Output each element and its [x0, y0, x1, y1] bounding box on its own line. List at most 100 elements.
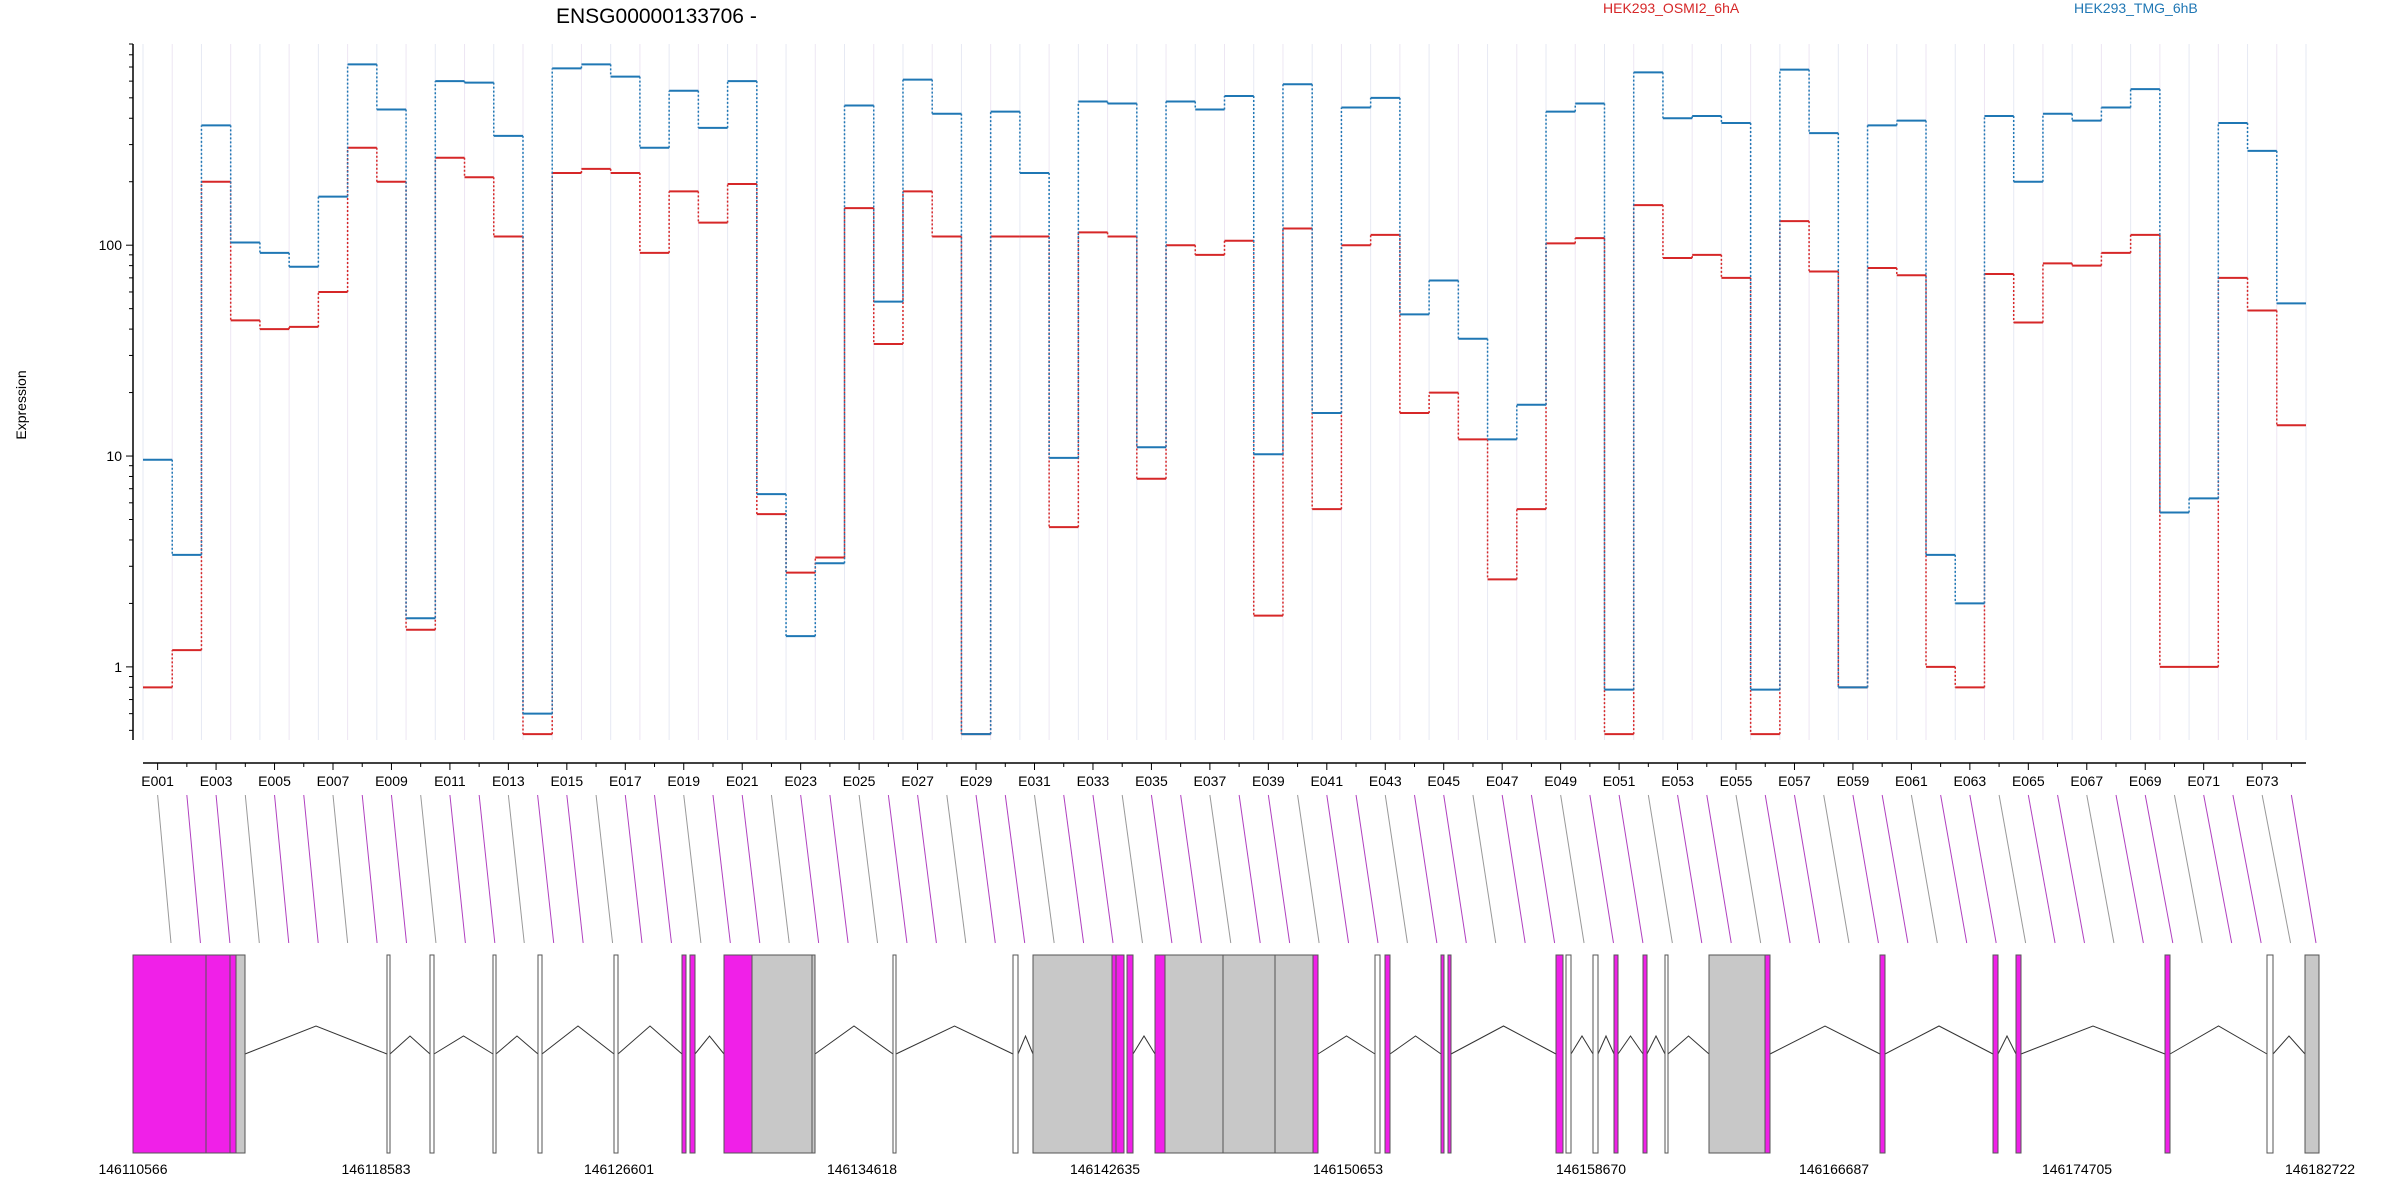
exon-connector	[1910, 794, 1938, 944]
intron-line	[495, 1035, 539, 1055]
exon-connector	[2173, 794, 2203, 944]
exon-connector	[1443, 794, 1467, 944]
exon-block	[229, 954, 237, 1154]
exon-connector	[1998, 794, 2027, 944]
exon-connector	[507, 794, 525, 944]
exon-connector	[829, 794, 849, 944]
exon-block	[723, 954, 753, 1154]
intron-line	[1317, 1035, 1376, 1055]
genomic-tick-label: 146150653	[1313, 1161, 1383, 1177]
exon-block	[1708, 954, 1766, 1154]
x-tick-label: E035	[1135, 773, 1168, 789]
x-tick-label: E059	[1837, 773, 1870, 789]
exon-block	[492, 954, 497, 1154]
x-tick-label: E053	[1661, 773, 1694, 789]
exon-block	[429, 954, 435, 1154]
intron-line	[2020, 1025, 2166, 1055]
intron-line	[1597, 1034, 1615, 1055]
exon-block	[1592, 954, 1599, 1154]
x-tick-label: E005	[258, 773, 291, 789]
exon-connector	[1034, 794, 1055, 944]
exon-connector	[1589, 794, 1614, 944]
genomic-tick-label: 146182722	[2285, 1161, 2355, 1177]
exon-connector	[946, 794, 967, 944]
exon-connector	[741, 794, 761, 944]
exon-block	[1642, 954, 1648, 1154]
exon-block	[681, 954, 687, 1154]
exon-connector	[1384, 794, 1408, 944]
exon-connector	[858, 794, 879, 944]
x-tick-label: E015	[550, 773, 583, 789]
y-tick-label: 10	[106, 448, 122, 464]
intron-line	[1017, 1034, 1034, 1055]
genomic-tick-label: 146118583	[341, 1161, 410, 1177]
x-tick-label: E027	[901, 773, 934, 789]
intron-line	[814, 1025, 894, 1055]
genomic-axis: 146110566 146118583 146126601 146134618 1461…	[98, 1161, 2355, 1177]
exon-block	[1992, 954, 1999, 1154]
exon-connector	[2290, 794, 2317, 944]
genomic-tick-label: 146134618	[827, 1161, 897, 1177]
exon-block	[205, 954, 231, 1154]
x-tick-label: E071	[2187, 773, 2220, 789]
x-tick-label: E069	[2129, 773, 2162, 789]
x-tick-label: E037	[1194, 773, 1227, 789]
intron-line	[1769, 1025, 1881, 1055]
x-tick-label: E061	[1895, 773, 1928, 789]
intron-line	[617, 1025, 683, 1055]
exon-connector	[1472, 794, 1497, 944]
genomic-tick-label: 146166687	[1799, 1161, 1869, 1177]
series-lines	[143, 63, 2306, 736]
x-tick-label: E043	[1369, 773, 1402, 789]
exon-connector	[2232, 794, 2262, 944]
exon-connector	[683, 794, 702, 944]
x-tick-label: E055	[1720, 773, 1753, 789]
x-tick-label: E025	[843, 773, 876, 789]
exon-block	[537, 954, 543, 1154]
exon-block	[1879, 954, 1886, 1154]
x-tick-label: E013	[492, 773, 525, 789]
exon-connector	[975, 794, 996, 944]
exon-connector	[2027, 794, 2056, 944]
exon-connector	[917, 794, 937, 944]
exon-connector	[800, 794, 820, 944]
exon-connector	[1677, 794, 1703, 944]
exon-block	[689, 954, 696, 1154]
exon-connector	[390, 794, 408, 944]
intron-line	[1450, 1025, 1557, 1055]
x-tick-label: E073	[2246, 773, 2279, 789]
exon-connector	[1969, 794, 1997, 944]
exon-block	[1440, 954, 1445, 1154]
exon-connector	[2115, 794, 2144, 944]
x-tick-label: E033	[1077, 773, 1110, 789]
exon-connector	[624, 794, 643, 944]
exon-connector	[1735, 794, 1762, 944]
exon-block	[1447, 954, 1452, 1154]
exon-connector	[1355, 794, 1379, 944]
exon-block	[811, 954, 816, 1154]
exon-connector	[2203, 794, 2233, 944]
exon-connector	[1238, 794, 1261, 944]
exon-connector	[332, 794, 349, 944]
exon-connector	[1852, 794, 1879, 944]
exon-connector	[2057, 794, 2085, 944]
exon-block	[1222, 954, 1276, 1154]
exon-connector	[1092, 794, 1114, 944]
exon-connector	[2086, 794, 2115, 944]
genomic-tick-label: 146110566	[98, 1161, 167, 1177]
x-tick-label: E039	[1252, 773, 1285, 789]
exon-block	[1032, 954, 1113, 1154]
y-tick-label: 100	[99, 237, 123, 253]
x-tick-label: E065	[2012, 773, 2045, 789]
x-axis: E001 E003 E005 E007 E009 E011 E013 E015 E017 E019…	[141, 762, 2306, 789]
exon-connector	[157, 794, 172, 944]
x-tick-label: E045	[1427, 773, 1460, 789]
exon-connector	[887, 794, 908, 944]
x-tick-label: E007	[317, 773, 350, 789]
x-tick-label: E003	[200, 773, 233, 789]
exon-block	[613, 954, 619, 1154]
x-tick-label: E001	[141, 773, 174, 789]
x-tick-label: E009	[375, 773, 408, 789]
x-tick-label: E031	[1018, 773, 1051, 789]
exon-block	[2266, 954, 2274, 1154]
